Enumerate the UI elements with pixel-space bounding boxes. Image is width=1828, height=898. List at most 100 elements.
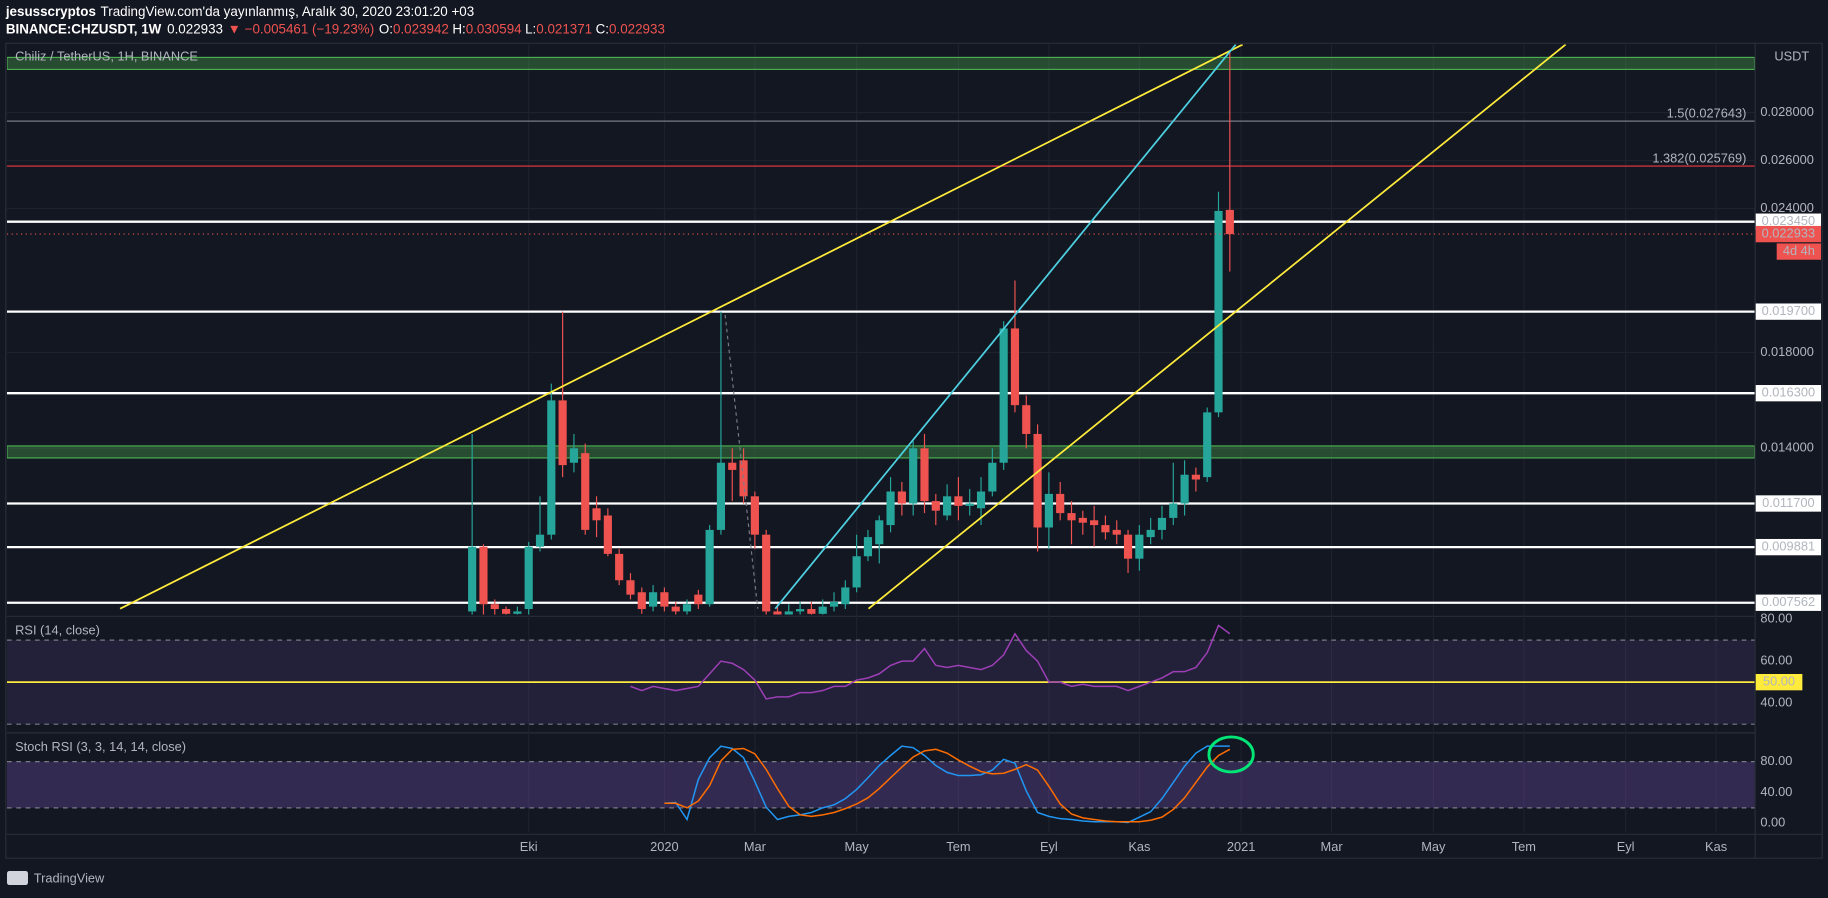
candle-body xyxy=(807,609,816,614)
candle-body xyxy=(660,592,669,607)
trend-line xyxy=(119,44,1244,610)
indicator-line xyxy=(630,624,1231,700)
ohlc-value: 0.030594 xyxy=(466,21,522,36)
candle-body xyxy=(1214,210,1223,413)
level-label-bg xyxy=(1755,495,1822,512)
header-line: jesusscryptos TradingView.com'da yayınlan… xyxy=(5,3,474,18)
candle-body xyxy=(694,594,703,605)
axis-unit: USDT xyxy=(1774,49,1809,64)
candle-body xyxy=(863,537,873,557)
candle-body xyxy=(1056,493,1065,514)
fib-label: 1.5(0.027643) xyxy=(1667,106,1747,121)
y-tick-label: 0.00 xyxy=(1760,815,1785,830)
fib-label: 1.382(0.025769) xyxy=(1652,150,1746,165)
pane xyxy=(6,745,1755,824)
price: 0.022933 xyxy=(167,21,223,36)
x-tick-label: Eyl xyxy=(1617,839,1635,854)
y-tick-label: 80.00 xyxy=(1760,753,1792,768)
candle-body xyxy=(920,448,929,502)
candle-body xyxy=(671,606,680,612)
candle-body xyxy=(829,601,839,607)
axes: Eki 2020 Mar May Tem Eyl Kas 2021 Mar May Tem Eyl Ka… xyxy=(15,49,1822,854)
candle-body xyxy=(637,592,646,610)
candle-body xyxy=(502,609,511,614)
candle-body xyxy=(513,611,522,614)
published: TradingView.com'da yayınlanmış, Aralık 3… xyxy=(101,3,475,18)
last-price-bg xyxy=(1755,225,1822,243)
footer: TradingView xyxy=(6,871,105,886)
y-tick-label: 0.026000 xyxy=(1760,152,1813,167)
candle-body xyxy=(682,604,692,612)
pane-title: RSI (14, close) xyxy=(15,622,100,637)
x-tick-label: Mar xyxy=(1321,839,1344,854)
level-label: 0.009881 xyxy=(1762,539,1815,554)
candle-body xyxy=(762,534,771,612)
candle-body xyxy=(1078,517,1087,523)
candle-body xyxy=(1191,474,1200,480)
candle-body xyxy=(739,460,748,497)
candle-body xyxy=(649,592,658,607)
candle-body xyxy=(490,604,499,610)
x-tick-label: May xyxy=(1421,839,1446,854)
x-tick-label: Mar xyxy=(744,839,767,854)
candle-body xyxy=(1090,520,1099,526)
zone xyxy=(6,445,1755,459)
pane-title: Chiliz / TetherUS, 1H, BINANCE xyxy=(15,49,198,64)
trend-line xyxy=(867,44,1567,610)
candle-body xyxy=(954,496,963,506)
candle-body xyxy=(965,503,974,506)
ohlc-label: C: xyxy=(596,21,609,36)
candle-body xyxy=(1010,328,1020,406)
pane xyxy=(6,50,1755,615)
candle-body xyxy=(796,609,805,612)
y-tick-label: 80.00 xyxy=(1760,610,1792,625)
ohlc-value: 0.023942 xyxy=(393,21,449,36)
candle-body xyxy=(750,496,759,535)
ohlc-label: O: xyxy=(379,21,393,36)
ohlc-value: 0.021371 xyxy=(536,21,592,36)
ohlc-label: L: xyxy=(525,21,536,36)
author: jesusscryptos xyxy=(5,3,96,18)
candle-body xyxy=(886,491,895,526)
x-tick-label: 2021 xyxy=(1227,839,1256,854)
candle-body xyxy=(988,462,997,492)
level-label: 0.023450 xyxy=(1762,213,1815,228)
candle-body xyxy=(773,611,782,615)
y-tick-label: 0.014000 xyxy=(1760,440,1813,455)
candle-body xyxy=(581,453,590,530)
candle-body xyxy=(547,400,556,535)
candle-body xyxy=(535,534,545,547)
y-tick-label: 0.028000 xyxy=(1760,104,1813,119)
last-price-label: 0.022933 xyxy=(1762,225,1815,240)
candle-body xyxy=(569,448,579,463)
candle-body xyxy=(976,491,986,509)
candle-body xyxy=(909,448,918,504)
highlight-circle xyxy=(1207,735,1255,774)
y-tick-label: 60.00 xyxy=(1760,653,1792,668)
measure-line xyxy=(724,314,759,609)
x-tick-label: Kas xyxy=(1128,839,1150,854)
candle-body xyxy=(603,515,612,554)
level-label-bg xyxy=(1755,213,1822,230)
candle-body xyxy=(1067,513,1076,521)
trend-line xyxy=(774,44,1237,610)
hline-label: 50.00 xyxy=(1763,674,1795,689)
y-tick-label: 40.00 xyxy=(1760,784,1792,799)
candle-body xyxy=(1180,474,1189,504)
candle-body xyxy=(1112,529,1121,535)
candle-body xyxy=(479,546,488,605)
change: ▼ −0.005461 (−19.23%) xyxy=(228,21,375,36)
indicator-line xyxy=(664,747,1231,823)
y-tick-label: 0.024000 xyxy=(1760,200,1813,215)
indicator-line xyxy=(664,745,1230,824)
candle-body xyxy=(875,520,884,545)
level-label: 0.016300 xyxy=(1762,385,1815,400)
candle-body xyxy=(558,400,567,466)
candle-body xyxy=(784,611,793,615)
candle-body xyxy=(897,491,906,504)
hline-label-bg xyxy=(1755,673,1803,691)
candle-body xyxy=(626,580,635,595)
level-label-bg xyxy=(1755,538,1822,556)
level-label: 0.019700 xyxy=(1762,303,1815,318)
